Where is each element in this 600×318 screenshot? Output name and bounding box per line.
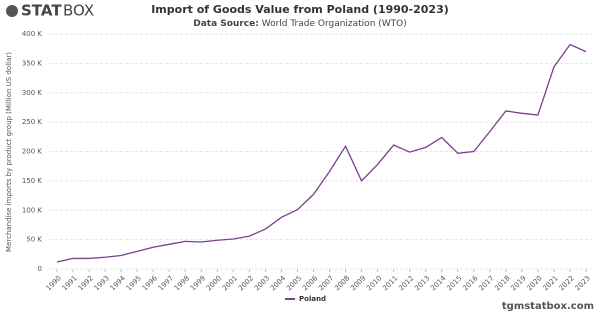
y-tick-label: 350 K (22, 59, 43, 67)
y-tick-label: 50 K (26, 236, 42, 244)
x-tick-label: 2010 (365, 274, 383, 292)
x-tick-label: 1999 (189, 274, 207, 292)
chart-title: Import of Goods Value from Poland (1990-… (151, 3, 449, 16)
x-tick-label: 2004 (269, 274, 288, 293)
x-tick-label: 2021 (542, 274, 560, 292)
x-tick-label: 2002 (237, 274, 255, 292)
x-tick-label: 2008 (333, 274, 351, 292)
x-tick-label: 2007 (317, 274, 335, 292)
legend-label: Poland (299, 295, 326, 303)
x-tick-label: 1995 (125, 274, 143, 292)
y-tick-label: 250 K (22, 118, 43, 126)
y-tick-label: 150 K (22, 177, 43, 185)
y-tick-label: 100 K (22, 206, 43, 214)
y-tick-label: 400 K (22, 30, 43, 38)
watermark: tgmstatbox.com (502, 301, 594, 312)
x-tick-label: 2019 (509, 274, 527, 292)
logo: STAT BOX (6, 2, 94, 20)
x-tick-label: 1992 (77, 274, 95, 292)
x-tick-label: 2016 (461, 274, 480, 293)
x-tick-label: 2011 (381, 274, 399, 292)
x-tick-label: 1998 (173, 274, 191, 292)
x-tick-label: 2020 (525, 274, 543, 292)
x-tick-label: 2022 (558, 274, 576, 292)
y-axis-title: Merchandise imports by product group (Mi… (5, 52, 13, 252)
data-line (56, 43, 587, 263)
x-tick-label: 2012 (397, 274, 415, 292)
x-tick-label: 2017 (477, 274, 495, 292)
logo-icon (6, 5, 18, 17)
y-tick-label: 0 (38, 265, 42, 273)
logo-text: BOX (63, 2, 94, 20)
x-tick-label: 2000 (205, 274, 223, 292)
x-tick-label: 2015 (445, 274, 463, 292)
y-tick-label: 300 K (22, 89, 43, 97)
x-tick-label: 1997 (157, 274, 175, 292)
x-tick-label: 2005 (285, 274, 303, 292)
subtitle-label: Data Source: (193, 19, 259, 29)
x-tick-label: 2014 (429, 274, 448, 293)
x-tick-label: 2003 (253, 274, 271, 292)
x-tick-label: 2023 (574, 274, 592, 292)
y-tick-label: 200 K (22, 148, 43, 156)
x-tick-label: 1996 (141, 274, 160, 293)
chart-subtitle: Data Source: World Trade Organization (W… (193, 19, 407, 29)
x-tick-label: 2006 (301, 274, 320, 293)
x-tick-label: 1994 (109, 274, 128, 293)
x-tick-label: 2009 (349, 274, 367, 292)
x-tick-label: 1990 (45, 274, 63, 292)
x-tick-label: 2018 (493, 274, 511, 292)
logo-text: STAT (21, 2, 62, 20)
x-tick-label: 1993 (93, 274, 111, 292)
subtitle-text: World Trade Organization (WTO) (262, 19, 407, 29)
x-tick-label: 2001 (221, 274, 239, 292)
x-tick-label: 2013 (413, 274, 431, 292)
x-tick-label: 1991 (61, 274, 79, 292)
